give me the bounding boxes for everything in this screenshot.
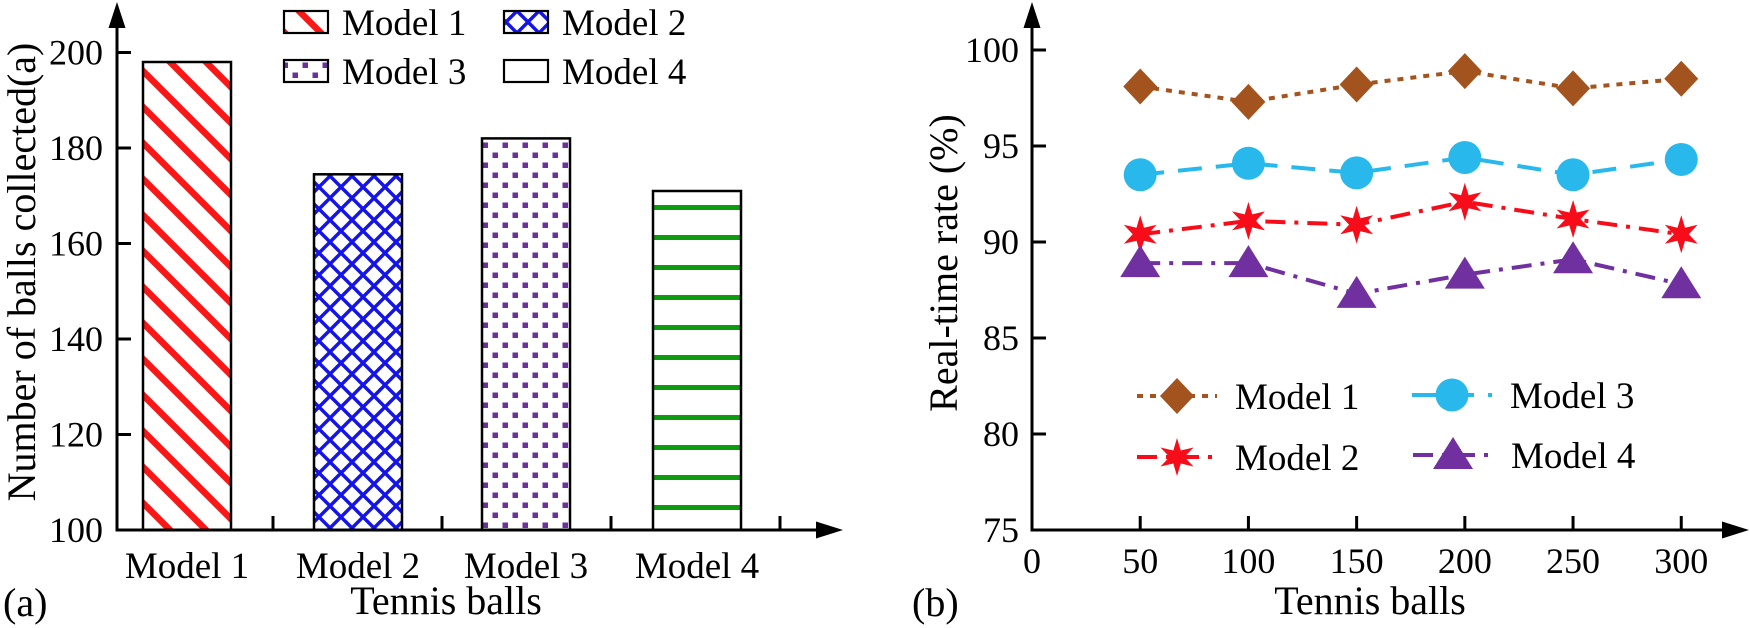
y-axis-tick-label: 95 [983, 126, 1019, 166]
panel-a-legend: Model 1 Model 2 Model 3 Model 4 [282, 3, 686, 93]
x-axis-arrow-icon [1722, 521, 1749, 539]
legend-swatch-model-4 [502, 58, 550, 84]
x-axis-tick-label: 250 [1546, 541, 1600, 581]
data-point-model-4 [1444, 256, 1485, 289]
bar-model-1 [141, 60, 233, 532]
legend-label-model-2: Model 2 [1235, 438, 1359, 479]
x-axis-arrow-icon [816, 521, 843, 539]
data-point-model-2 [1232, 201, 1265, 240]
data-point-model-4 [1336, 275, 1377, 308]
data-point-model-2 [1556, 200, 1590, 238]
data-point-model-2 [1664, 215, 1698, 254]
data-point-model-4 [1553, 241, 1594, 274]
data-point-model-1 [1664, 60, 1699, 97]
y-axis-tick-label: 160 [49, 224, 103, 264]
data-point-model-3 [1123, 158, 1157, 192]
panel-a-xlabel: Tennis balls [350, 578, 542, 623]
panel-a-label: (a) [3, 580, 47, 625]
x-category-label: Model 2 [296, 546, 420, 587]
legend-label-model-1: Model 1 [1235, 377, 1359, 418]
y-axis-tick-label: 85 [983, 318, 1019, 358]
legend-marker-model-1 [1160, 378, 1194, 414]
legend-marker-model-4 [1433, 437, 1473, 469]
y-axis-tick-label: 180 [49, 128, 103, 168]
panel-b-ticks: 75 80 85 90 95 100 0 50 100 150 200 250 300 [965, 30, 1708, 581]
y-axis-tick-label: 75 [983, 510, 1019, 550]
y-axis-tick-label: 100 [965, 30, 1019, 70]
x-axis-tick-label: 100 [1221, 541, 1275, 581]
legend-label-model-4: Model 4 [562, 52, 686, 93]
x-category-label: Model 1 [125, 546, 249, 587]
x-category-label: Model 3 [464, 546, 588, 587]
data-point-model-4 [1661, 266, 1702, 299]
panel-a-axes [108, 2, 843, 539]
y-axis-tick-label: 90 [983, 222, 1019, 262]
panel-a-ticks: 100 120 140 160 180 200 Model 1 Model 2 Model 3 M… [49, 33, 782, 587]
data-point-model-4 [1228, 245, 1269, 278]
panel-a-bars [141, 60, 743, 532]
panel-a-ylabel: Number of balls collected(a) [0, 43, 44, 502]
legend-label-model-4: Model 4 [1511, 436, 1635, 477]
legend-label-model-3: Model 3 [1510, 376, 1634, 417]
legend-label-model-3: Model 3 [342, 52, 466, 93]
x-axis-tick-label: 300 [1654, 541, 1708, 581]
x-axis-tick-label: 50 [1122, 541, 1158, 581]
panel-b-label: (b) [912, 580, 959, 625]
data-point-model-3 [1340, 156, 1374, 190]
legend-label-model-2: Model 2 [562, 3, 686, 44]
x-axis-tick-label: 150 [1330, 541, 1384, 581]
data-point-model-3 [1556, 158, 1590, 192]
bar-model-4 [651, 189, 743, 532]
bar-model-3 [480, 137, 572, 532]
data-point-model-1 [1556, 70, 1591, 107]
panel-b-axes [1023, 2, 1749, 539]
legend-swatch-model-1 [282, 9, 330, 35]
data-point-model-2 [1340, 205, 1374, 244]
y-axis-arrow-icon [108, 2, 126, 28]
bar-model-2 [312, 173, 404, 532]
data-point-model-1 [1231, 83, 1266, 120]
data-point-model-2 [1123, 215, 1157, 254]
panel-b-xlabel: Tennis balls [1274, 578, 1466, 623]
panel-b-series [1120, 53, 1702, 308]
series-line-model-2 [1139, 199, 1682, 237]
data-point-model-1 [1123, 68, 1158, 105]
y-axis-tick-label: 100 [49, 510, 103, 550]
x-category-label: Model 4 [635, 546, 759, 587]
legend-marker-model-3 [1435, 378, 1469, 412]
legend-label-model-1: Model 1 [342, 3, 466, 44]
series-line-model-3 [1139, 155, 1682, 177]
y-axis-arrow-icon [1023, 2, 1041, 28]
y-axis-tick-label: 200 [49, 33, 103, 73]
data-point-model-3 [1231, 146, 1265, 180]
data-point-model-3 [1664, 142, 1698, 176]
data-point-model-1 [1339, 66, 1374, 103]
data-point-model-3 [1448, 141, 1482, 175]
series-line-model-1 [1139, 69, 1682, 104]
y-axis-tick-label: 140 [49, 319, 103, 359]
y-axis-tick-label: 120 [49, 415, 103, 455]
panel-b-legend: Model 1 Model 2 Model 3 Model 4 [1137, 376, 1635, 479]
x-axis-tick-label: 0 [1023, 541, 1041, 581]
legend-marker-model-2 [1160, 438, 1194, 476]
x-axis-tick-label: 200 [1438, 541, 1492, 581]
y-axis-tick-label: 80 [983, 414, 1019, 454]
legend-swatch-model-3 [282, 58, 330, 84]
panel-b-ylabel: Real-time rate (%) [921, 114, 966, 412]
series-line-model-4 [1140, 257, 1682, 296]
data-point-model-2 [1448, 182, 1482, 221]
data-point-model-4 [1120, 245, 1161, 278]
legend-swatch-model-2 [502, 9, 550, 35]
data-point-model-1 [1447, 53, 1482, 90]
